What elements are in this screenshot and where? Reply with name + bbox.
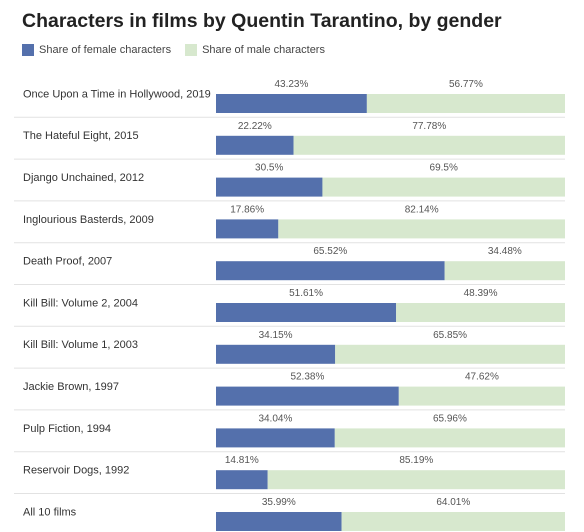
bar-male — [444, 261, 565, 281]
data-label-female: 52.38% — [290, 372, 324, 383]
data-label-male: 48.39% — [464, 288, 498, 299]
data-label-male: 85.19% — [399, 455, 433, 466]
bar-female — [216, 177, 323, 197]
data-label-female: 14.81% — [225, 455, 259, 466]
category-label: Pulp Fiction, 1994 — [23, 423, 111, 435]
category-label: Django Unchained, 2012 — [23, 172, 144, 184]
bar-female — [216, 428, 335, 448]
bar-male — [334, 428, 565, 448]
category-label: Inglourious Basterds, 2009 — [23, 214, 154, 226]
data-label-female: 35.99% — [262, 497, 296, 508]
legend-item-female: Share of female characters — [22, 44, 171, 56]
data-label-male: 65.85% — [433, 330, 467, 341]
legend-item-male: Share of male characters — [185, 44, 325, 56]
data-label-female: 34.04% — [258, 413, 292, 424]
bar-female — [216, 512, 342, 531]
category-label: All 10 films — [23, 506, 77, 518]
legend-swatch-male — [185, 44, 198, 56]
data-label-male: 47.62% — [465, 372, 499, 383]
data-label-male: 69.5% — [430, 163, 458, 174]
category-label: Once Upon a Time in Hollywood, 2019 — [23, 88, 211, 100]
bar-male — [293, 135, 565, 155]
data-label-female: 51.61% — [289, 288, 323, 299]
data-label-male: 65.96% — [433, 413, 467, 424]
bar-female — [216, 386, 399, 406]
category-label: Reservoir Dogs, 1992 — [23, 465, 129, 477]
data-label-female: 17.86% — [230, 204, 264, 215]
category-label: Jackie Brown, 1997 — [23, 381, 119, 393]
data-label-male: 64.01% — [436, 497, 470, 508]
category-label: Kill Bill: Volume 2, 2004 — [23, 297, 138, 309]
category-label: The Hateful Eight, 2015 — [23, 130, 139, 142]
bar-female — [216, 470, 268, 490]
bar-female — [216, 219, 279, 239]
bar-male — [267, 470, 565, 490]
bar-male — [366, 94, 565, 113]
data-label-female: 30.5% — [255, 163, 283, 174]
bar-female — [216, 344, 336, 364]
data-label-female: 34.15% — [259, 330, 293, 341]
category-label: Kill Bill: Volume 1, 2003 — [23, 339, 138, 351]
bar-male — [322, 177, 565, 197]
chart-title: Characters in films by Quentin Tarantino… — [22, 10, 502, 32]
legend-label-female: Share of female characters — [39, 44, 172, 56]
bar-male — [335, 344, 565, 364]
data-label-female: 43.23% — [274, 79, 308, 90]
bar-female — [216, 135, 294, 155]
data-label-male: 82.14% — [405, 204, 439, 215]
bar-male — [341, 512, 565, 531]
bar-male — [278, 219, 565, 239]
bar-female — [216, 261, 445, 281]
bar-female — [216, 94, 367, 113]
data-label-male: 56.77% — [449, 79, 483, 90]
data-label-male: 34.48% — [488, 246, 522, 257]
legend-swatch-female — [22, 44, 34, 56]
bar-female — [216, 303, 397, 322]
chart-legend: Share of female characters Share of male… — [22, 44, 339, 56]
data-label-male: 77.78% — [412, 121, 446, 132]
data-label-female: 65.52% — [313, 246, 347, 257]
legend-label-male: Share of male characters — [202, 44, 325, 56]
bar-male — [398, 386, 565, 406]
data-label-female: 22.22% — [238, 121, 272, 132]
category-label: Death Proof, 2007 — [23, 256, 112, 268]
bar-male — [396, 303, 565, 322]
